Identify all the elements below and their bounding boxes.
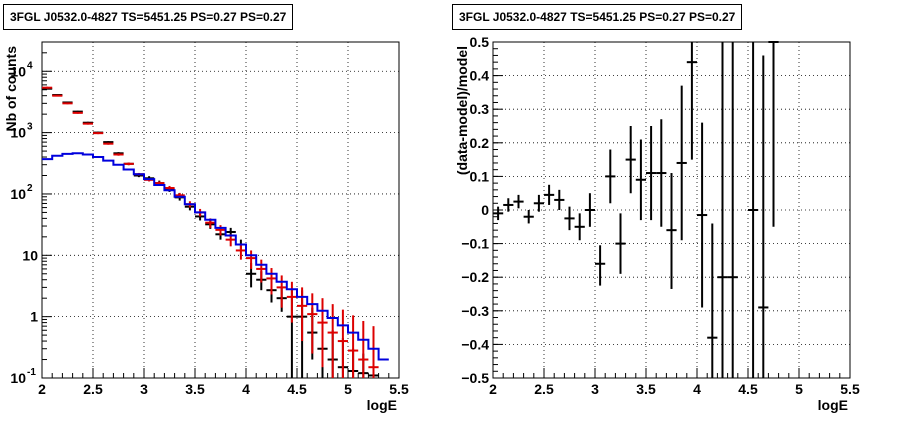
right-y-tick-label: 0.1 xyxy=(470,168,490,184)
left-y-tick-exponent: 4 xyxy=(27,60,33,71)
left-chart-title: 3FGL J0532.0-4827 TS=5451.25 PS=0.27 PS=… xyxy=(3,4,294,30)
right-y-tick-label: 0.2 xyxy=(470,135,490,151)
right-y-tick-label: −0.4 xyxy=(461,336,489,352)
left-y-tick-exponent: 2 xyxy=(27,183,33,194)
right-x-tick-label: 3 xyxy=(591,381,599,397)
left-x-tick-label: 4.5 xyxy=(287,381,307,397)
left-x-tick-label: 5 xyxy=(344,381,352,397)
left-y-axis-label: Nb of counts xyxy=(3,46,19,132)
left-y-tick-label: 10 xyxy=(10,186,26,202)
right-y-tick-label: 0.4 xyxy=(470,68,490,84)
right-y-tick-label: −0.1 xyxy=(461,236,489,252)
left-y-tick-label: 10 xyxy=(10,370,26,386)
right-x-tick-label: 5 xyxy=(795,381,803,397)
right-x-tick-label: 3.5 xyxy=(636,381,656,397)
left-x-tick-label: 2.5 xyxy=(83,381,103,397)
right-x-tick-label: 2.5 xyxy=(534,381,554,397)
left-y-tick-exponent: 3 xyxy=(27,122,33,133)
left-y-tick-label: 10 xyxy=(10,63,26,79)
right-x-axis-label: logE xyxy=(818,397,848,413)
right-y-tick-label: −0.2 xyxy=(461,269,489,285)
left-x-tick-label: 3 xyxy=(140,381,148,397)
right-chart-title: 3FGL J0532.0-4827 TS=5451.25 PS=0.27 PS=… xyxy=(452,4,743,30)
right-y-tick-label: −0.3 xyxy=(461,303,489,319)
right-x-tick-label: 4 xyxy=(693,381,701,397)
left-x-tick-label: 3.5 xyxy=(185,381,205,397)
right-y-axis-label: (data-model)/model xyxy=(454,46,470,175)
right-x-tick-label: 4.5 xyxy=(738,381,758,397)
left-x-tick-label: 2 xyxy=(38,381,46,397)
right-x-tick-label: 2 xyxy=(489,381,497,397)
right-y-tick-label: 0 xyxy=(481,202,489,218)
right-x-tick-label: 5.5 xyxy=(840,381,860,397)
left-y-tick-label: 10 xyxy=(22,247,38,263)
left-y-tick-exponent: -1 xyxy=(27,367,36,378)
left-model-step-line xyxy=(42,152,389,361)
left-x-tick-label: 5.5 xyxy=(389,381,409,397)
left-y-tick-label: 1 xyxy=(30,309,38,325)
left-x-axis-label: logE xyxy=(367,397,397,413)
right-y-tick-label: 0.5 xyxy=(470,34,490,50)
left-plot-frame xyxy=(41,41,400,379)
left-y-tick-label: 10 xyxy=(10,125,26,141)
left-x-tick-label: 4 xyxy=(242,381,250,397)
right-y-tick-label: −0.5 xyxy=(461,370,489,386)
right-y-tick-label: 0.3 xyxy=(470,101,490,117)
